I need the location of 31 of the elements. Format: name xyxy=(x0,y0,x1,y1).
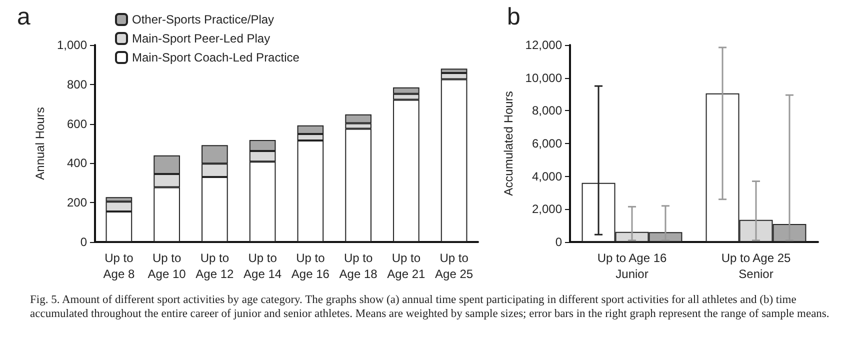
caption: Fig. 5. Amount of different sport activities by age category. The graphs show (a) annual time spent participating in different sport activities for all athletes and (b) time accumulated throughout the entire career of junior and senior athletes. Means are weighted by sample sizes; error bars in the right graph represent the range of sample means. xyxy=(30,293,830,321)
y-tick-label: 200 xyxy=(66,196,88,210)
legend-label: Main-Sport Peer-Led Play xyxy=(132,32,270,46)
x-tick-label: Up to Age 25 xyxy=(435,251,474,281)
x-tick-label: Up to Age 18 xyxy=(339,251,378,281)
y-tick-label: 12,000 xyxy=(525,38,562,52)
x-tick-label: Up to Age 10 xyxy=(148,251,186,281)
y-tick-label: 0 xyxy=(555,235,562,249)
chart-title: a xyxy=(17,4,31,30)
y-tick-label: 2,000 xyxy=(532,202,562,216)
legend-label: Other-Sports Practice/Play xyxy=(132,12,274,26)
x-tick-label: Up to Age 16 Junior xyxy=(597,251,668,281)
x-tick-label: Up to Age 12 xyxy=(196,251,234,281)
y-tick-label: 0 xyxy=(80,235,88,249)
x-tick-label: Up to Age 21 xyxy=(387,251,426,281)
y-tick-label: 400 xyxy=(66,156,88,170)
y-axis-title: Accumulated Hours xyxy=(501,91,516,196)
x-tick-label: Up to Age 8 xyxy=(103,251,135,281)
y-tick-label: 600 xyxy=(66,116,88,131)
x-tick-label: Up to Age 14 xyxy=(244,251,282,281)
y-tick-label: 10,000 xyxy=(525,70,562,85)
y-tick-label: 1,000 xyxy=(56,38,88,52)
x-tick-label: Up to Age 25 Senior xyxy=(721,251,792,281)
legend-label: Main-Sport Coach-Led Practice xyxy=(132,50,300,64)
chart-title: b xyxy=(507,4,520,30)
y-axis-title: Annual Hours xyxy=(33,107,48,180)
x-tick-label: Up to Age 16 xyxy=(291,251,330,281)
y-tick-label: 8,000 xyxy=(532,104,562,118)
y-tick-label: 4,000 xyxy=(532,169,562,184)
y-tick-label: 800 xyxy=(66,77,88,92)
y-tick-label: 6,000 xyxy=(532,136,562,150)
